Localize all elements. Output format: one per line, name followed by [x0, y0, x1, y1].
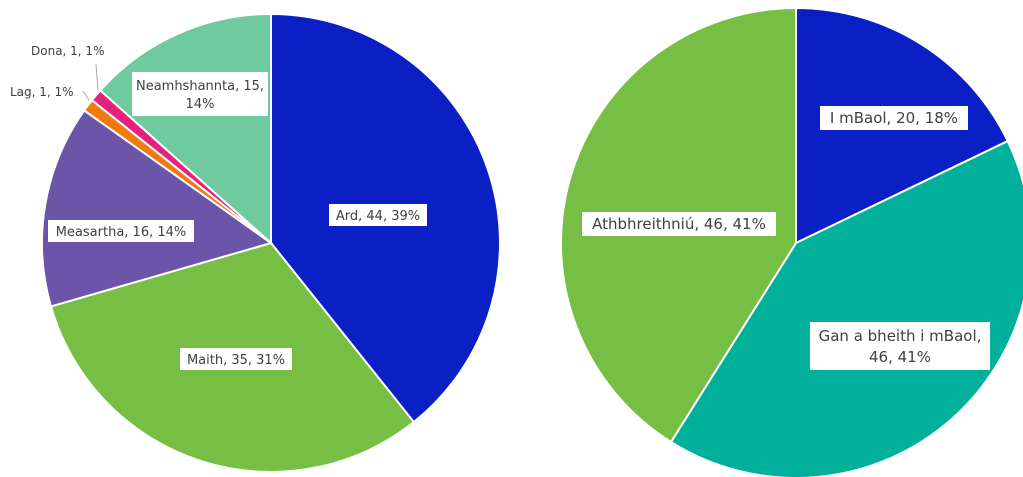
data-label-lag: Lag, 1, 1%: [10, 85, 74, 99]
leader-line-lag: [82, 90, 90, 101]
leader-line-dona: [95, 63, 99, 91]
data-label-i-mbaol: I mBaol, 20, 18%: [830, 109, 958, 127]
label-box-athbhreithniu: [582, 212, 776, 236]
data-label-gan-a-bheith-line2: 46, 41%: [869, 348, 931, 366]
pie-chart-right: I mBaol, 20, 18% Gan a bheith i mBaol, 4…: [560, 6, 1023, 477]
label-box-neamhshannta: [132, 72, 268, 116]
slice-gan-a-bheith-i-mbaol[interactable]: [669, 139, 1023, 477]
pie-chart-left: Ard, 44, 39% Maith, 35, 31% Measartha, 1…: [10, 12, 501, 473]
data-label-measartha: Measartha, 16, 14%: [56, 225, 187, 240]
data-label-dona: Dona, 1, 1%: [31, 44, 104, 58]
data-label-neamhshannta-line2: 14%: [186, 97, 215, 112]
label-box-measartha: [48, 220, 194, 242]
data-label-neamhshannta-line1: Neamhshannta, 15,: [136, 79, 264, 94]
slice-neamhshannta[interactable]: [98, 12, 272, 246]
label-box-gan-a-bheith: [810, 322, 990, 370]
data-label-athbhreithniu: Athbhreithniú, 46, 41%: [592, 215, 766, 233]
data-label-maith: Maith, 35, 31%: [187, 353, 285, 368]
label-box-ard: [329, 204, 427, 226]
slice-measartha[interactable]: [41, 109, 274, 308]
label-box-maith: [180, 348, 292, 370]
data-label-ard: Ard, 44, 39%: [336, 209, 420, 224]
label-box-i-mbaol: [820, 106, 968, 130]
data-label-gan-a-bheith-line1: Gan a bheith i mBaol,: [819, 327, 982, 345]
